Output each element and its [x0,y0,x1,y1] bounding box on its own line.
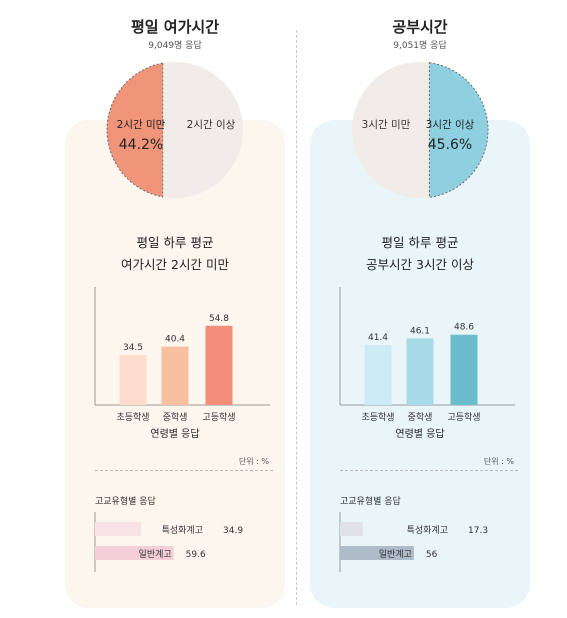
pie-highlight-value: 45.6% [428,137,472,153]
leisure-column: 평일 여가시간 9,049명 응답 2시간 미만 44.2% 2시간 이상 평일 하… [65,0,285,618]
study-column: 공부시간 9,051명 응답 3시간 이상 45.6% 3시간 미만 평일 하루 평… [310,0,530,618]
hbar-value-label: 56 [426,550,438,560]
leisure-respondents: 9,049명 응답 [148,41,202,51]
leisure-unit: 단위 : % [238,457,269,466]
pie-highlight-slice [428,62,489,198]
bar [161,346,189,405]
bar-value-label: 34.5 [123,343,143,353]
leisure-subtitle-line1: 평일 하루 평균 [136,235,214,250]
bar-axis-label: 연령별 응답 [150,428,199,440]
hbar [95,522,142,536]
study-subtitle-line1: 평일 하루 평균 [381,235,459,250]
bar-category-label: 고등학생 [447,412,480,423]
hbar-category-label: 일반계고 [139,548,172,560]
bar [119,355,147,405]
study-subtitle: 평일 하루 평균 공부시간 3시간 이상 [310,232,530,276]
bar [450,334,478,405]
leisure-pie-chart: 2시간 미만 44.2% 2시간 이상 [106,62,243,198]
hbar-category-label: 특성화계고 [407,524,448,536]
study-type-title: 고교유형별 응답 [340,497,401,507]
hbar [95,546,174,560]
bar [406,338,434,405]
study-divider [340,470,518,471]
leisure-subtitle: 평일 하루 평균 여가시간 2시간 미만 [65,232,285,276]
bar-category-label: 중학생 [163,412,188,423]
leisure-subtitle-line2: 여가시간 2시간 미만 [121,257,229,272]
bar-category-label: 초등학생 [361,412,394,423]
pie-highlight-value: 44.2% [119,137,163,153]
bar-axis-label: 연령별 응답 [395,428,444,440]
hbar-value-label: 34.9 [223,526,243,536]
study-type-bar-chart: 특성화계고 17.3 일반계고 56 [339,512,488,572]
bar-category-label: 중학생 [408,412,433,423]
hbar-category-label: 일반계고 [379,548,412,560]
pie-base-label: 3시간 미만 [362,119,411,131]
leisure-type-bar-chart: 특성화계고 34.9 일반계고 59.6 [94,512,243,572]
leisure-title: 평일 여가시간 [130,18,220,36]
hbar [340,546,414,560]
study-title: 공부시간 [392,18,448,36]
study-unit: 단위 : % [483,457,514,466]
bar [364,345,392,405]
study-respondents: 9,051명 응답 [393,41,447,51]
pie-highlight-label: 2시간 미만 [117,119,166,131]
bar [205,325,233,405]
leisure-type-title: 고교유형별 응답 [95,497,156,507]
bar-value-label: 46.1 [410,326,430,336]
leisure-divider [95,470,273,471]
bar-value-label: 48.6 [454,323,474,333]
bar-value-label: 54.8 [209,314,229,324]
pie-base-label: 2시간 이상 [187,119,236,131]
pie-highlight-label: 3시간 이상 [426,119,475,131]
pie-highlight-slice [106,62,164,198]
bar-category-label: 초등학생 [116,412,149,423]
bar-value-label: 40.4 [165,335,185,345]
hbar-value-label: 59.6 [186,550,206,560]
bar-value-label: 41.4 [368,333,388,343]
hbar-category-label: 특성화계고 [162,524,203,536]
bar-category-label: 고등학생 [202,412,235,423]
study-subtitle-line2: 공부시간 3시간 이상 [366,257,474,272]
center-divider [296,30,297,605]
hbar [340,522,363,536]
hbar-value-label: 17.3 [468,526,488,536]
study-pie-chart: 3시간 이상 45.6% 3시간 미만 [352,62,489,198]
